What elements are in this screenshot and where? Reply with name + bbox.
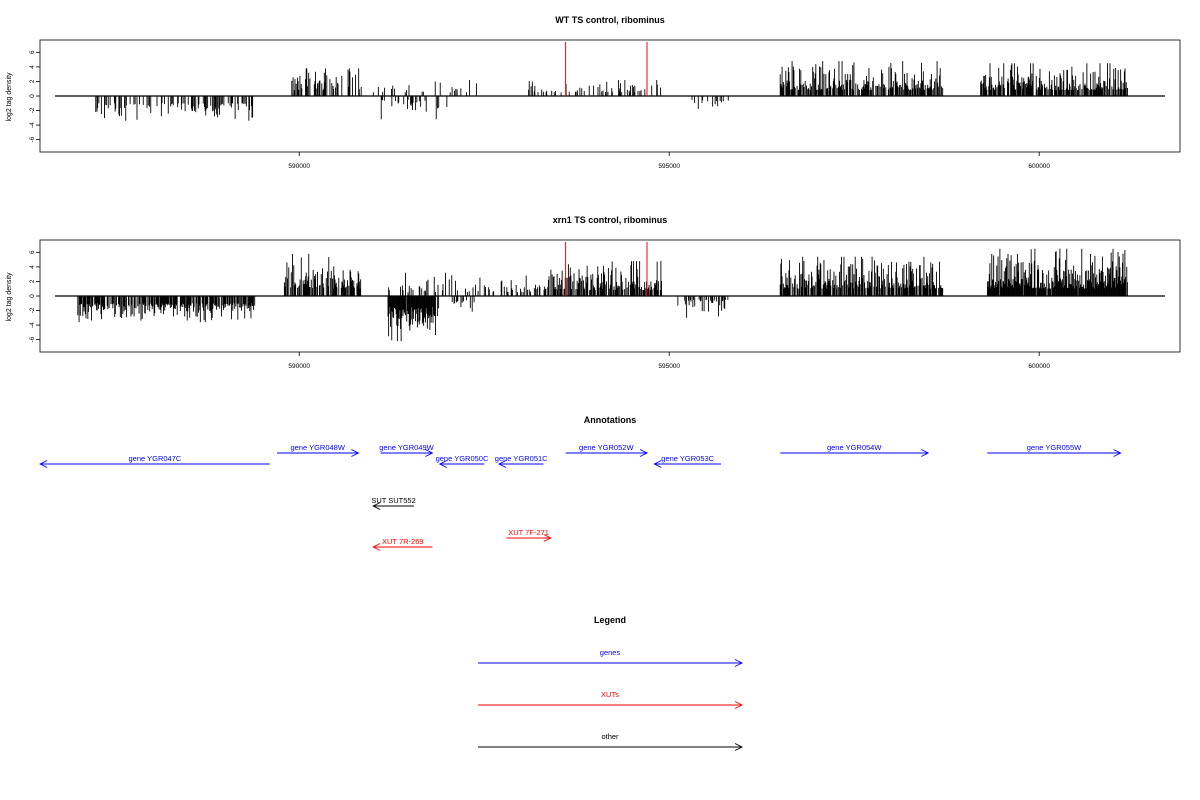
annotation-label: gene YGR048W xyxy=(290,443,345,452)
annotation-label: gene YGR052W xyxy=(579,443,634,452)
x-tick-label: 595000 xyxy=(658,163,680,170)
arrowhead xyxy=(543,534,552,542)
annotation-feature: XUT 7F-271 xyxy=(506,528,552,542)
annotation-label: gene YGR047C xyxy=(128,454,181,463)
annotation-feature: gene YGR047C xyxy=(39,454,270,468)
annotation-label: gene YGR053C xyxy=(661,454,714,463)
axes: -6 -4 -2 0 2 4 6 590000 595000 600000 xyxy=(29,250,1050,370)
x-tick-label: 590000 xyxy=(288,163,310,170)
y-axis-label: log2 tag density xyxy=(6,72,13,122)
annotation-feature: SUT SUT552 xyxy=(371,496,416,510)
y-tick-label: -6 xyxy=(29,336,36,342)
y-tick-label: 0 xyxy=(29,294,36,298)
arrowhead xyxy=(920,449,930,457)
legend-item: other xyxy=(478,732,744,751)
annotation-feature: gene YGR052W xyxy=(565,443,649,457)
arrowhead xyxy=(1113,449,1122,457)
legend-item: genes xyxy=(478,648,744,667)
legend-title: Legend xyxy=(594,615,626,625)
wt-coverage-panel: WT TS control, ribominus log2 tag densit… xyxy=(6,15,1181,170)
annotation-feature: gene YGR048W xyxy=(277,443,360,457)
arrowhead xyxy=(734,743,744,751)
y-tick-label: -4 xyxy=(29,122,36,128)
y-tick-label: -2 xyxy=(29,107,36,113)
arrowhead xyxy=(425,449,434,457)
y-tick-label: 0 xyxy=(29,94,36,98)
arrowhead xyxy=(734,659,744,667)
annotation-feature: gene YGR049W xyxy=(379,443,435,457)
arrowhead xyxy=(639,449,649,457)
annotation-label: gene YGR055W xyxy=(1027,443,1082,452)
coverage-bars xyxy=(55,242,1165,342)
y-tick-label: 2 xyxy=(29,79,36,83)
arrowhead xyxy=(734,701,744,709)
annotations-track: Annotations gene YGR047C gene YGR048W gene… xyxy=(39,415,1122,551)
annotation-feature: gene YGR054W xyxy=(780,443,930,457)
annotation-label: gene YGR054W xyxy=(827,443,882,452)
panel-title: WT TS control, ribominus xyxy=(555,15,665,25)
x-tick-label: 595000 xyxy=(658,363,680,370)
annotation-label: gene YGR051C xyxy=(495,454,548,463)
legend-label: other xyxy=(601,732,619,741)
arrowhead xyxy=(372,502,381,510)
arrowhead xyxy=(653,460,662,468)
y-tick-label: -6 xyxy=(29,136,36,142)
arrowhead xyxy=(39,460,48,468)
annotation-feature: gene YGR055W xyxy=(987,443,1122,457)
legend-label: XUTs xyxy=(601,690,619,699)
axes: -6 -4 -2 0 2 4 6 590000 595000 600000 xyxy=(29,50,1050,170)
annotation-feature: gene YGR051C xyxy=(495,454,548,468)
xrn1-coverage-panel: xrn1 TS control, ribominus log2 tag dens… xyxy=(6,215,1181,370)
annotation-feature: gene YGR050C xyxy=(436,454,489,468)
x-tick-label: 600000 xyxy=(1028,363,1050,370)
legend: Legend genes XUTs other xyxy=(478,615,744,751)
annotation-label: XUT 7F-271 xyxy=(508,528,549,537)
arrowhead xyxy=(351,449,360,457)
y-tick-label: 4 xyxy=(29,265,36,269)
annotation-feature: gene YGR053C xyxy=(653,454,721,468)
y-tick-label: 6 xyxy=(29,50,36,54)
annotation-label: XUT 7R-269 xyxy=(382,537,424,546)
x-tick-label: 600000 xyxy=(1028,163,1050,170)
annotation-feature: XUT 7R-269 xyxy=(372,537,433,551)
arrowhead xyxy=(497,460,507,468)
y-tick-label: -2 xyxy=(29,307,36,313)
panel-title: xrn1 TS control, ribominus xyxy=(553,215,668,225)
y-tick-label: 4 xyxy=(29,65,36,69)
y-tick-label: 2 xyxy=(29,279,36,283)
annotation-label: SUT SUT552 xyxy=(371,496,415,505)
y-tick-label: 6 xyxy=(29,250,36,254)
y-tick-label: -4 xyxy=(29,322,36,328)
arrowhead xyxy=(438,460,448,468)
annotations-title: Annotations xyxy=(584,415,637,425)
x-tick-label: 590000 xyxy=(288,363,310,370)
annotation-label: gene YGR050C xyxy=(436,454,489,463)
coverage-bars xyxy=(55,42,1165,121)
legend-label: genes xyxy=(600,648,621,657)
y-axis-label: log2 tag density xyxy=(6,272,13,322)
annotation-label: gene YGR049W xyxy=(379,443,434,452)
legend-item: XUTs xyxy=(478,690,744,709)
arrowhead xyxy=(372,543,381,551)
